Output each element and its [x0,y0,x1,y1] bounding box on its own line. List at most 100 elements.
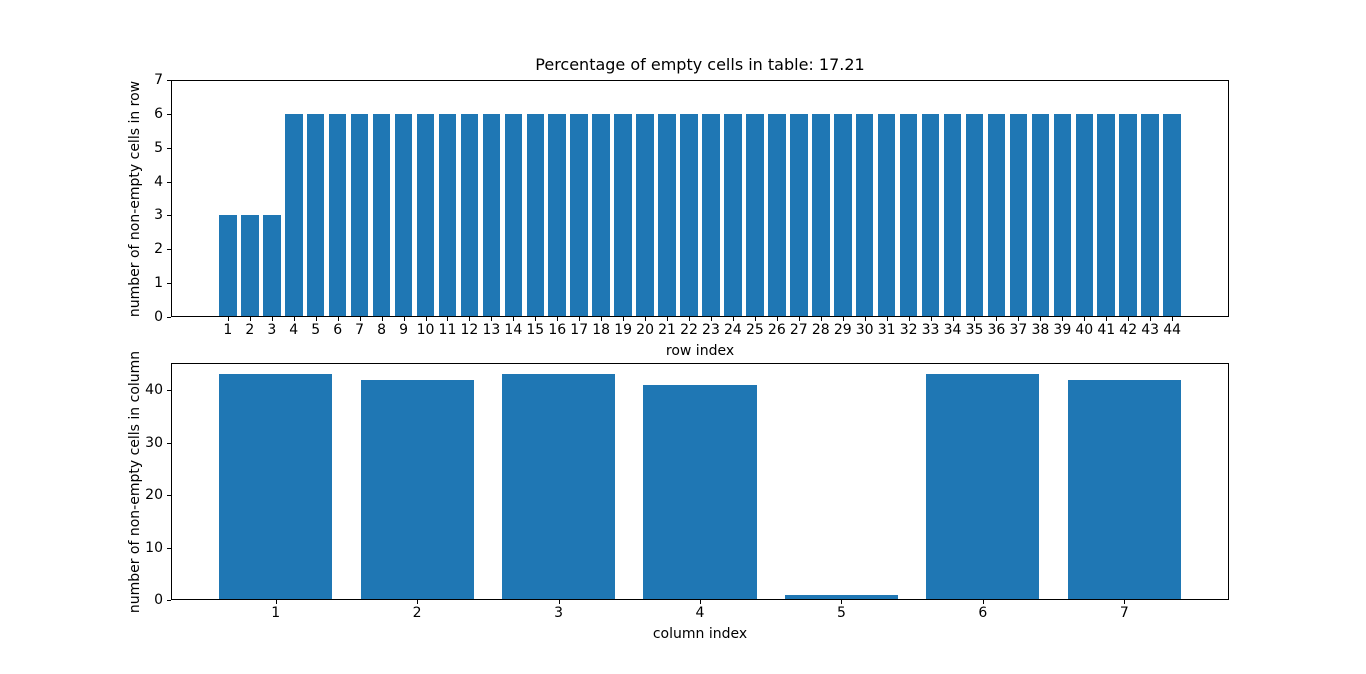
x-tick-label-columns-2: 2 [412,605,422,621]
x-tick-label-rows-30: 30 [855,322,874,338]
x-tick-columns-4 [700,600,701,604]
bar-rows-23 [702,113,720,317]
x-tick-label-rows-33: 33 [921,322,940,338]
bar-rows-1 [219,215,237,317]
x-tick-rows-21 [667,317,669,321]
bar-rows-38 [1031,113,1050,317]
x-tick-rows-22 [689,317,691,321]
x-tick-label-rows-28: 28 [811,322,830,338]
x-tick-label-rows-43: 43 [1141,322,1160,338]
x-tick-label-rows-25: 25 [745,322,764,338]
row-chart-xlabel: row index [665,343,735,359]
x-tick-rows-35 [974,317,976,321]
column-chart-ylabel: number of non-empty cells in column [127,350,143,613]
x-tick-label-rows-11: 11 [438,322,457,338]
bar-rows-2 [241,215,259,317]
bar-rows-42 [1119,113,1137,317]
x-tick-label-rows-13: 13 [482,322,501,338]
bar-columns-1 [219,374,333,600]
x-tick-rows-44 [1172,317,1174,321]
bar-columns-2 [360,379,474,600]
x-tick-rows-43 [1150,317,1152,321]
x-tick-label-rows-16: 16 [548,322,567,338]
bar-rows-35 [965,113,984,317]
bar-columns-6 [926,374,1040,600]
x-tick-label-columns-6: 6 [978,605,988,621]
x-tick-columns-3 [558,600,560,604]
x-tick-rows-12 [469,317,471,321]
bar-rows-16 [548,113,567,317]
bar-rows-12 [460,113,479,317]
bar-columns-4 [643,384,757,600]
x-tick-columns-7 [1124,600,1126,604]
x-tick-label-rows-36: 36 [987,322,1006,338]
x-tick-label-rows-23: 23 [702,322,720,338]
y-tick-label-rows-1: 1 [154,275,163,292]
x-tick-columns-5 [841,600,843,604]
y-tick-rows-7 [167,80,171,81]
x-tick-label-rows-44: 44 [1163,322,1182,338]
bar-rows-5 [306,113,325,317]
y-tick-label-rows-0: 0 [154,309,163,325]
x-tick-rows-28 [820,317,822,321]
x-tick-rows-36 [996,317,998,321]
x-tick-label-rows-27: 27 [789,322,808,338]
x-tick-label-columns-1: 1 [271,605,281,621]
x-tick-label-rows-12: 12 [460,322,479,338]
bar-rows-39 [1053,113,1072,317]
y-tick-rows-2 [167,249,171,251]
y-tick-columns-30 [167,442,171,444]
bar-rows-27 [790,113,808,317]
x-tick-label-rows-17: 17 [570,322,589,338]
x-tick-rows-41 [1106,317,1108,321]
y-tick-columns-0 [167,600,171,601]
y-tick-label-columns-20: 20 [145,487,163,504]
x-tick-columns-6 [982,600,984,604]
bar-rows-19 [614,113,632,317]
x-tick-rows-33 [930,317,932,321]
x-tick-rows-6 [337,317,339,321]
x-tick-rows-26 [776,317,778,321]
y-tick-rows-3 [167,215,171,217]
bar-rows-6 [328,113,347,317]
bar-rows-18 [592,113,610,317]
x-tick-rows-29 [842,317,844,321]
x-tick-rows-4 [293,317,295,321]
figure-title: Percentage of empty cells in table: 17.2… [535,55,865,74]
x-tick-rows-13 [491,317,493,321]
x-tick-rows-20 [645,317,647,321]
y-tick-columns-10 [167,547,171,549]
y-tick-label-columns-40: 40 [145,382,163,399]
bar-rows-9 [394,113,413,317]
bar-rows-20 [636,113,654,317]
bar-rows-26 [768,113,786,317]
y-tick-rows-5 [167,147,171,149]
x-tick-label-rows-29: 29 [833,322,852,338]
x-tick-label-rows-7: 7 [355,322,365,338]
bar-columns-5 [784,594,898,600]
bar-rows-10 [416,113,435,317]
bar-rows-11 [438,113,457,317]
y-tick-rows-1 [167,283,171,285]
x-tick-label-rows-8: 8 [377,322,387,338]
column-chart: column index number of non-empty cells i… [127,350,1229,641]
x-tick-label-rows-19: 19 [614,322,633,338]
bar-rows-22 [680,113,698,317]
x-tick-rows-15 [535,317,537,321]
x-tick-rows-30 [864,317,866,321]
y-tick-label-rows-6: 6 [154,105,163,122]
x-tick-label-rows-31: 31 [877,322,896,338]
bar-rows-25 [746,113,764,317]
y-tick-rows-4 [167,181,171,183]
x-tick-rows-37 [1018,317,1020,321]
x-tick-label-rows-38: 38 [1031,322,1050,338]
bar-rows-15 [526,113,545,317]
bar-rows-17 [570,113,588,317]
x-tick-rows-5 [315,317,317,321]
x-tick-rows-31 [886,317,888,321]
bar-rows-43 [1141,113,1159,317]
y-tick-rows-0 [167,317,171,318]
bar-rows-31 [877,113,896,317]
bar-columns-3 [501,374,616,600]
